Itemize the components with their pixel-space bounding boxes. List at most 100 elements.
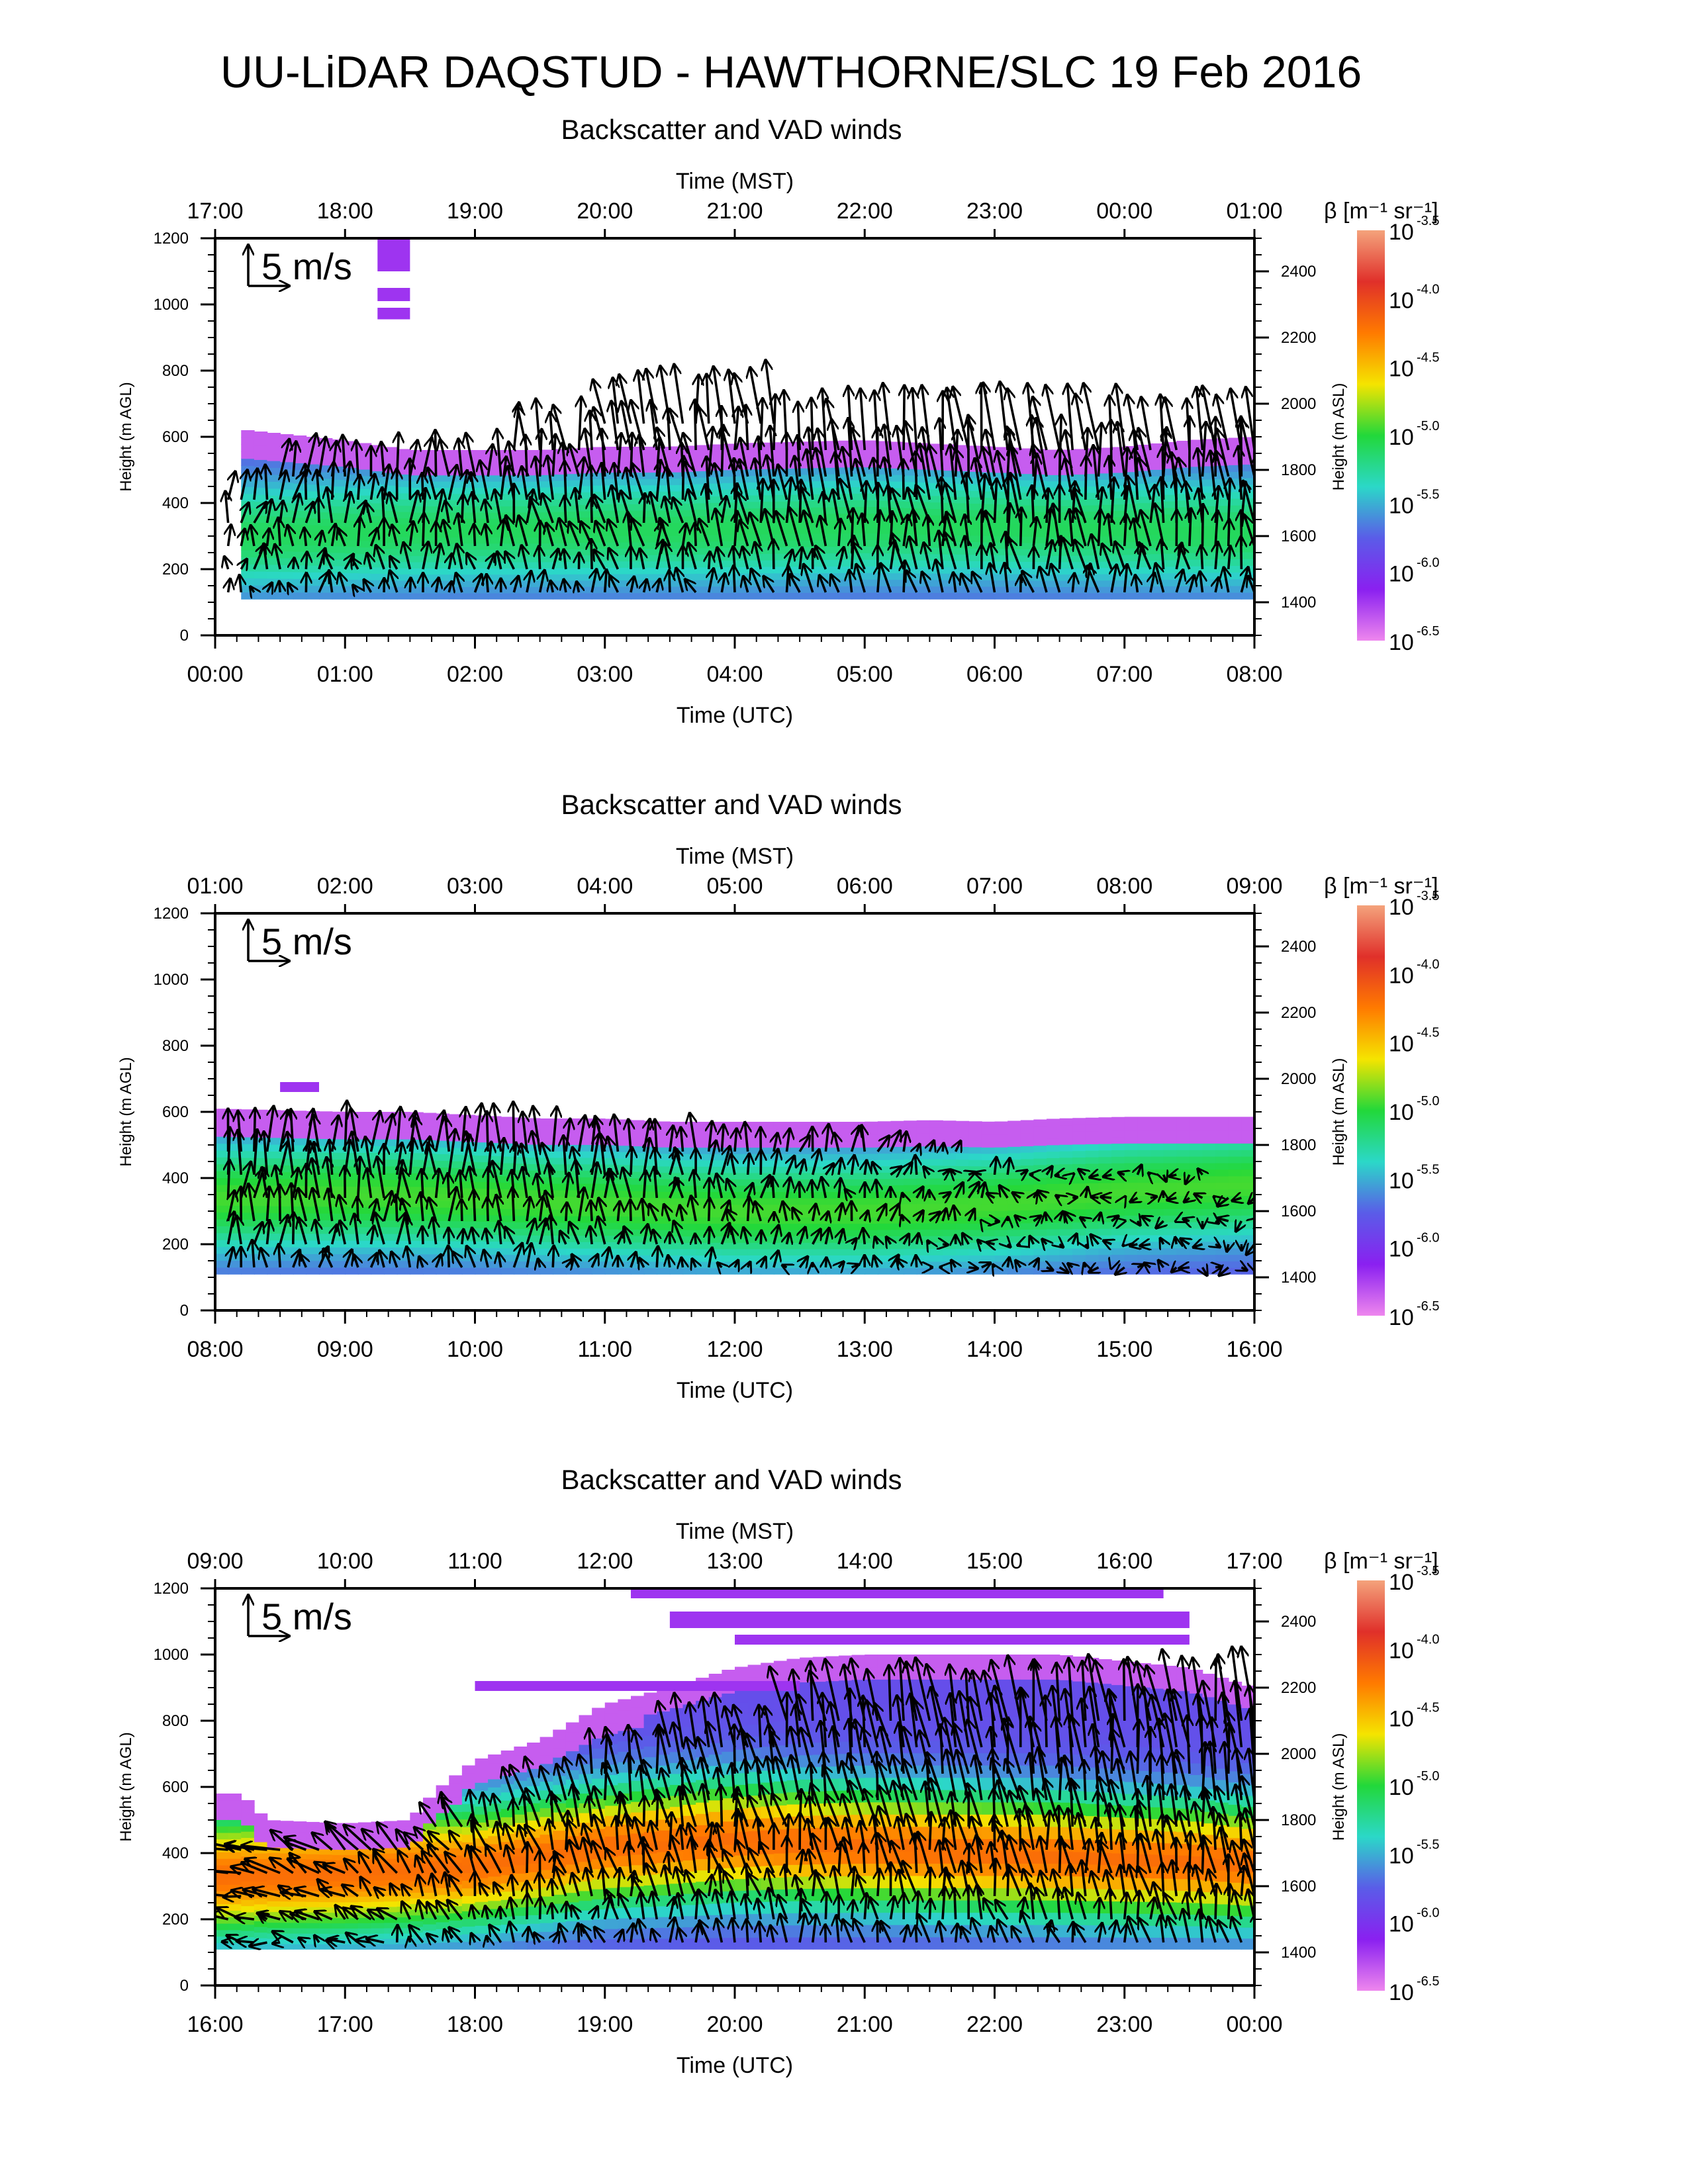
- backscatter-cell: [800, 586, 814, 593]
- backscatter-cell: [994, 592, 1008, 600]
- backscatter-cell: [514, 1130, 528, 1138]
- backscatter-cell: [1137, 1143, 1151, 1150]
- backscatter-cell: [604, 1189, 619, 1197]
- backscatter-cell: [267, 495, 281, 503]
- backscatter-cell: [865, 1134, 878, 1142]
- backscatter-cell: [319, 585, 333, 593]
- wind-vector: [908, 488, 918, 523]
- backscatter-cell: [514, 1261, 528, 1268]
- backscatter-cell: [761, 527, 774, 535]
- backscatter-cell: [371, 522, 385, 529]
- backscatter-cell: [397, 1260, 411, 1268]
- backscatter-cell: [890, 520, 904, 527]
- backscatter-cell: [306, 1152, 320, 1160]
- wind-vector: [642, 1199, 644, 1222]
- backscatter-cell: [267, 536, 281, 545]
- wind-vector: [695, 523, 696, 547]
- backscatter-cell: [955, 1222, 970, 1230]
- backscatter-cell: [475, 1181, 489, 1189]
- backscatter-cell: [696, 464, 710, 472]
- backscatter-cell: [1020, 1177, 1035, 1185]
- backscatter-cell: [345, 454, 359, 462]
- backscatter-cell: [943, 1222, 957, 1230]
- backscatter-cell: [696, 1160, 710, 1167]
- backscatter-cell: [241, 1157, 255, 1165]
- backscatter-cell: [592, 1144, 606, 1152]
- backscatter-cell: [786, 586, 800, 593]
- backscatter-cell: [1020, 479, 1035, 487]
- backscatter-cell: [1163, 547, 1178, 554]
- backscatter-cell: [397, 492, 411, 500]
- backscatter-cell: [475, 475, 489, 482]
- wind-vector: [986, 430, 996, 477]
- backscatter-cell: [436, 561, 450, 569]
- wind-vector: [880, 563, 892, 593]
- backscatter-cell: [735, 1185, 749, 1193]
- backscatter-cell: [643, 567, 658, 574]
- backscatter-cell: [604, 447, 619, 454]
- backscatter-cell: [254, 557, 268, 565]
- backscatter-cell: [215, 1878, 229, 1885]
- backscatter-cell: [514, 1228, 528, 1236]
- backscatter-cell: [929, 547, 943, 555]
- backscatter-cell: [1008, 517, 1021, 524]
- backscatter-cell: [371, 1165, 385, 1173]
- backscatter-cell: [565, 1235, 580, 1242]
- wind-vector: [746, 405, 748, 451]
- backscatter-cell: [488, 543, 502, 550]
- backscatter-cell: [1072, 1157, 1086, 1164]
- backscatter-cell: [669, 1236, 684, 1243]
- backscatter-cell: [1008, 1229, 1021, 1236]
- backscatter-cell: [1111, 1234, 1125, 1242]
- backscatter-cell: [968, 496, 982, 504]
- backscatter-cell: [1111, 1156, 1125, 1163]
- backscatter-cell: [449, 1140, 463, 1148]
- backscatter-cell: [345, 1179, 359, 1187]
- wind-vector: [343, 435, 346, 477]
- backscatter-cell: [241, 1831, 255, 1839]
- backscatter-cell: [345, 526, 359, 534]
- backscatter-cell: [696, 560, 710, 568]
- wind-vector: [1125, 565, 1127, 593]
- backscatter-cell: [215, 1884, 229, 1891]
- wind-vector: [1161, 540, 1164, 570]
- backscatter-cell: [1163, 442, 1178, 449]
- backscatter-cell: [916, 1203, 931, 1211]
- backscatter-cell: [929, 1184, 943, 1191]
- wind-vector: [787, 550, 793, 570]
- backscatter-cell: [1020, 498, 1035, 506]
- wind-vector: [1215, 542, 1217, 570]
- backscatter-cell: [488, 512, 502, 519]
- asl-tick-label: 1600: [1281, 527, 1316, 545]
- wind-vector: [456, 573, 462, 593]
- backscatter-cell: [215, 1163, 229, 1171]
- colorbar-gradient: [1357, 230, 1385, 641]
- backscatter-cell: [1008, 479, 1021, 486]
- backscatter-cell: [1072, 1118, 1086, 1125]
- backscatter-cell: [319, 1260, 333, 1268]
- backscatter-cell: [306, 450, 320, 458]
- backscatter-cell: [410, 1206, 424, 1214]
- backscatter-cell: [228, 1150, 242, 1158]
- backscatter-cell: [306, 1199, 320, 1207]
- backscatter-cell: [553, 1248, 567, 1255]
- backscatter-cell: [747, 1267, 762, 1275]
- backscatter-cell: [682, 1198, 696, 1205]
- backscatter-cell: [1202, 512, 1216, 520]
- backscatter-cell: [877, 533, 892, 541]
- wind-vector: [800, 480, 801, 523]
- backscatter-cell: [254, 445, 268, 453]
- backscatter-cell: [696, 1153, 710, 1161]
- backscatter-cell: [877, 1261, 892, 1269]
- backscatter-cell: [1176, 1189, 1190, 1197]
- backscatter-cell: [215, 1191, 229, 1199]
- backscatter-cell: [800, 461, 814, 469]
- backscatter-cell: [968, 484, 982, 491]
- backscatter-cell: [461, 450, 476, 457]
- backscatter-cell: [735, 1160, 749, 1167]
- backscatter-cell: [461, 1154, 476, 1162]
- backscatter-cell: [839, 559, 853, 567]
- wind-vector: [722, 428, 736, 477]
- backscatter-cell: [553, 511, 567, 519]
- backscatter-cell: [839, 539, 853, 547]
